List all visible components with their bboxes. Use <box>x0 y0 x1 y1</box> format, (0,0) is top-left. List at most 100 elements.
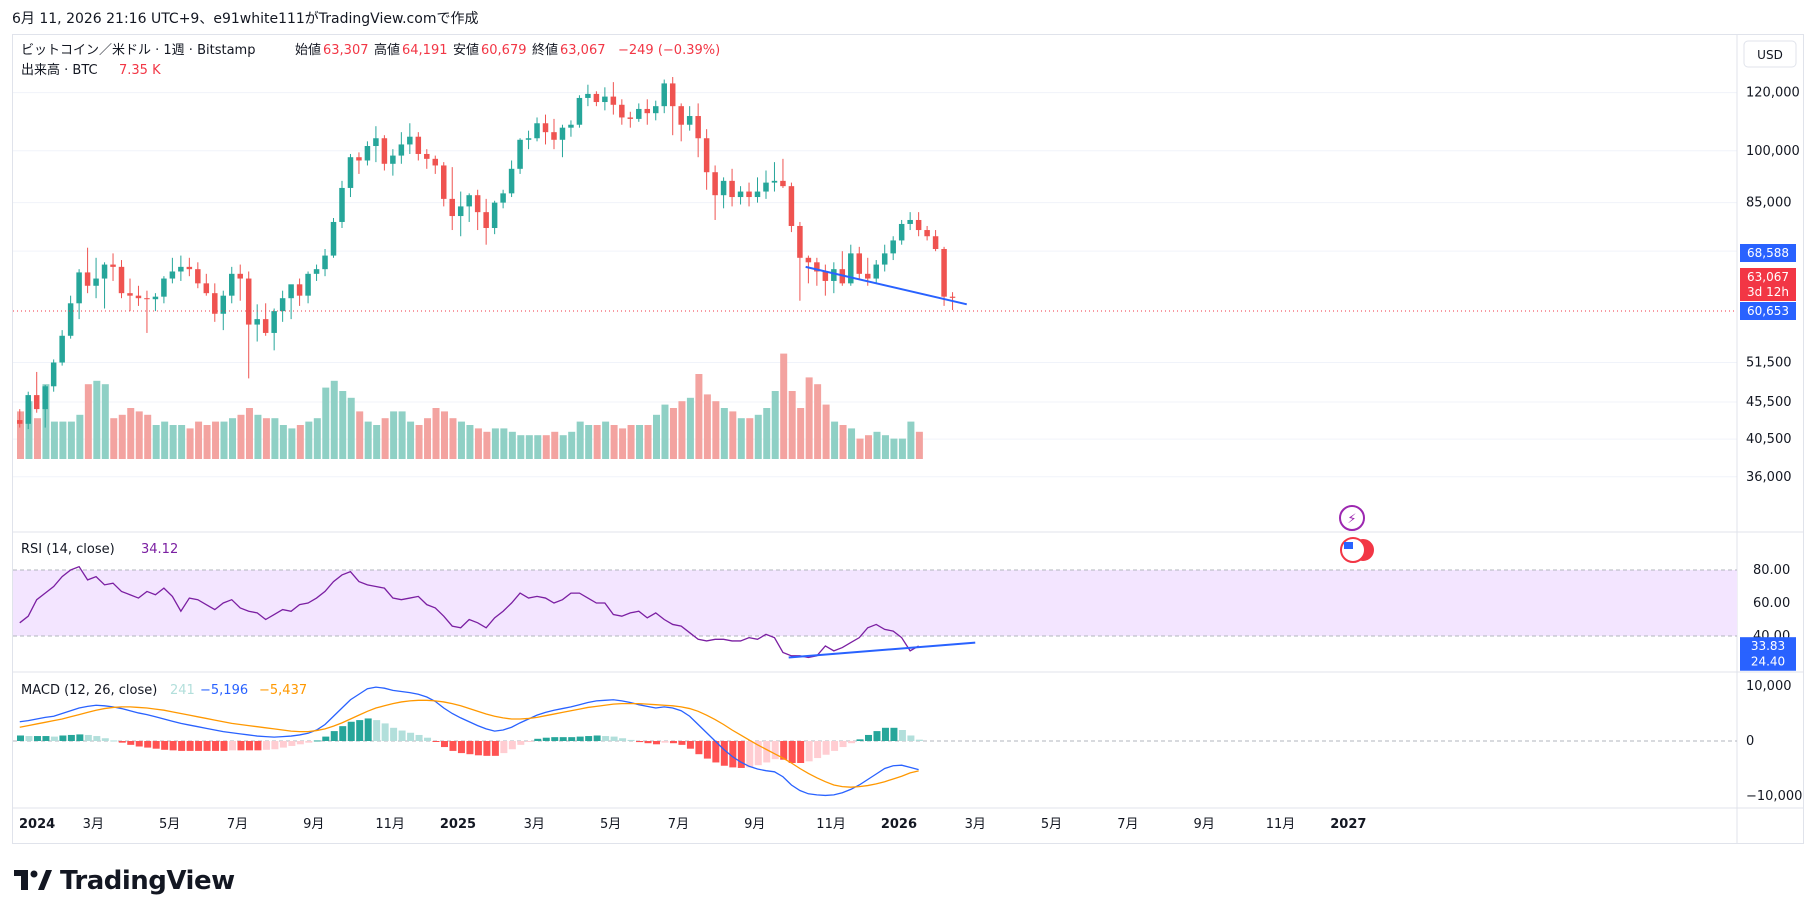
candle-body <box>279 298 286 312</box>
macd-hist-bar <box>373 720 381 741</box>
volume-bar <box>763 408 771 459</box>
macd-hist-bar <box>831 741 839 751</box>
macd-hist-bar <box>534 738 542 741</box>
rsi-tag <box>1740 652 1796 671</box>
volume-bar <box>856 438 864 459</box>
volume-bar <box>788 391 796 459</box>
candle-body <box>373 138 379 147</box>
candle-body <box>212 293 218 314</box>
price-trendline[interactable] <box>805 265 967 306</box>
candle-body <box>890 240 896 254</box>
macd-hist-bar <box>347 721 355 741</box>
us-flag-icon[interactable] <box>1340 537 1366 563</box>
volume-bar <box>245 408 253 459</box>
volume-bar <box>907 421 915 459</box>
macd-hist-bar <box>797 741 805 763</box>
chart-frame[interactable]: ビットコイン／米ドル · 1週 · Bitstamp 始値 63,307 高値 … <box>12 34 1804 844</box>
volume-bar <box>144 414 152 459</box>
macd-hist-bar <box>457 741 465 754</box>
volume-bar <box>805 377 813 459</box>
macd-hist-bar <box>483 741 491 756</box>
time-axis-label: 3月 <box>965 817 986 832</box>
candle-body <box>407 136 413 145</box>
volume-bar <box>848 428 856 459</box>
volume-bar <box>339 391 347 459</box>
volume-bar <box>771 391 779 459</box>
rsi-band <box>13 570 1737 636</box>
volume-bar <box>737 418 745 459</box>
macd-hist-bar <box>907 735 915 741</box>
candle-body <box>84 272 91 286</box>
macd-hist-bar <box>144 741 152 748</box>
volume-bar <box>831 421 839 459</box>
legend-close: 63,067 <box>560 43 606 58</box>
rsi-tag-label: 24.40 <box>1751 655 1785 669</box>
time-axis-label: 2027 <box>1330 817 1366 832</box>
candle-body <box>703 138 710 173</box>
candle-body <box>347 157 354 188</box>
candle-body <box>754 191 761 198</box>
macd-hist-bar <box>822 741 830 755</box>
volume-bar <box>364 421 372 459</box>
price-tag-label: 60,653 <box>1747 304 1789 318</box>
volume-bar <box>296 425 304 459</box>
candle-body <box>271 311 277 333</box>
macd-hist-bar <box>415 734 423 741</box>
tradingview-logo[interactable]: TradingView <box>14 866 235 896</box>
macd-line <box>19 686 919 797</box>
time-axis-label: 11月 <box>1266 817 1296 832</box>
volume-bar <box>466 425 474 459</box>
volume-bar <box>203 425 211 459</box>
volume-value: 7.35 K <box>119 63 161 78</box>
candle-body <box>814 262 820 272</box>
currency-button[interactable] <box>1743 40 1797 68</box>
lightning-icon[interactable] <box>1339 505 1365 531</box>
signal-line <box>19 699 919 788</box>
volume-bar <box>500 428 508 459</box>
volume-bar <box>542 435 550 459</box>
macd-hist-bar <box>636 741 644 743</box>
volume-bar <box>288 428 296 459</box>
volume-bar <box>322 387 330 459</box>
rsi-trendline[interactable] <box>788 641 976 659</box>
candle-body <box>712 172 718 196</box>
lightning-glyph: ⚡ <box>1347 512 1356 527</box>
macd-hist-bar <box>814 741 822 759</box>
candle-body <box>466 195 472 207</box>
volume-bar <box>347 397 355 459</box>
candle-body <box>474 195 481 213</box>
candle-body <box>305 273 311 296</box>
macd-hist-bar <box>212 741 220 751</box>
candle-body <box>746 191 752 198</box>
macd-hist-bar <box>407 732 415 741</box>
volume-bar <box>695 374 703 459</box>
candle-body <box>262 319 269 333</box>
candle-body <box>610 96 617 105</box>
macd-hist-bar <box>805 741 813 762</box>
volume-bar <box>229 418 236 459</box>
volume-bar <box>220 421 228 459</box>
candle-body <box>568 124 574 128</box>
macd-hist-bar <box>245 741 253 751</box>
macd-hist-bar <box>508 741 516 750</box>
candle-body <box>195 269 201 284</box>
volume-bar <box>559 435 567 459</box>
volume-bar <box>585 425 593 459</box>
candle-body <box>101 264 108 279</box>
macd-hist-bar <box>110 740 118 742</box>
volume-bar <box>432 408 440 459</box>
macd-hist-bar <box>915 739 923 741</box>
volume-bar <box>517 435 525 459</box>
price-scale-label: 51,500 <box>1746 356 1792 371</box>
price-scale: 120,000100,00085,00073,00051,50045,50040… <box>1746 86 1800 485</box>
macd-hist-bar <box>474 741 482 756</box>
chart-canvas[interactable]: ビットコイン／米ドル · 1週 · Bitstamp 始値 63,307 高値 … <box>13 35 1803 843</box>
rsi-tag <box>1740 637 1796 656</box>
volume-bar <box>619 428 627 459</box>
candle-body <box>763 182 769 192</box>
volume-bar <box>212 421 220 459</box>
macd-hist-bar <box>220 741 228 751</box>
macd-hist-bar <box>118 741 126 743</box>
candle-body <box>517 139 523 169</box>
legend-ohlc: 始値 63,307 高値 64,191 安値 60,679 終値 63,067 … <box>295 42 720 58</box>
